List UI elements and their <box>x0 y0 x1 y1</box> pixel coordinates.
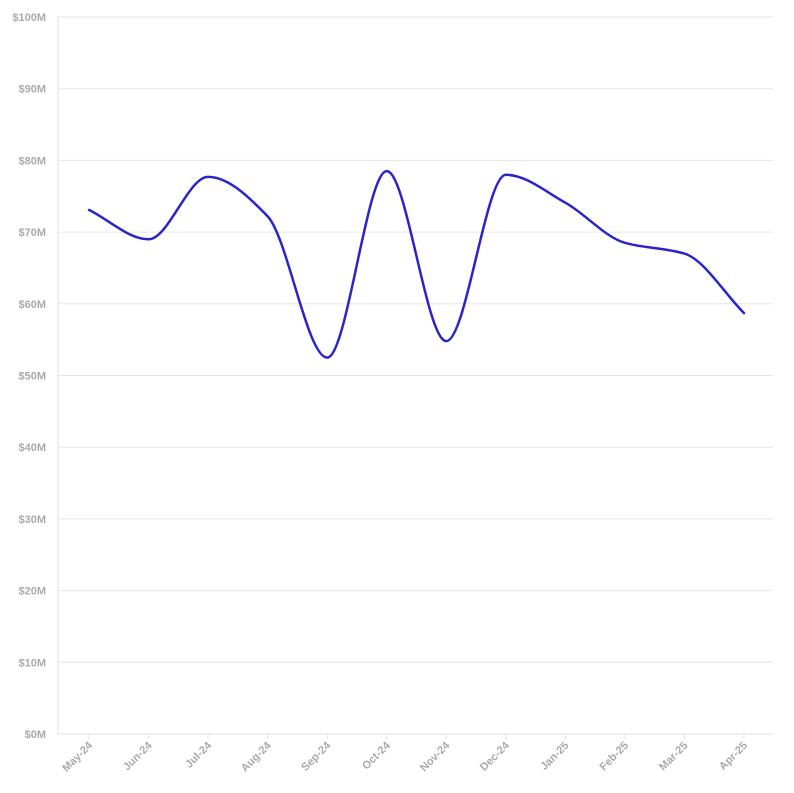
x-tick-label: May-24 <box>60 739 95 774</box>
axes <box>57 17 773 735</box>
series-lines <box>87 169 746 359</box>
x-tick-label: Oct-24 <box>360 739 393 772</box>
x-tick-label: Nov-24 <box>418 739 453 774</box>
y-tick-label: $40M <box>18 442 46 454</box>
x-axis-tick-labels: May-24 Jun-24 Jul-24 Aug-24 Sep-24 Oct-24 Nov-… <box>60 734 750 774</box>
x-tick-label: Mar-25 <box>657 740 691 774</box>
y-tick-label: $80M <box>18 155 46 167</box>
grid-lines <box>58 16 773 663</box>
x-tick-label: Sep-24 <box>299 739 334 774</box>
x-tick-label: Apr-25 <box>717 740 750 773</box>
y-tick-label: $20M <box>18 586 46 598</box>
x-tick-label: Jan-25 <box>538 740 571 773</box>
y-tick-label: $60M <box>18 299 46 311</box>
y-tick-label: $10M <box>18 657 46 669</box>
series-line <box>87 169 746 359</box>
y-tick-label: $50M <box>18 371 46 383</box>
y-tick-label: $100M <box>12 12 46 24</box>
x-tick-label: Jun-24 <box>121 739 155 773</box>
y-axis-tick-labels: $0M $10M $20M $30M $40M $50M $60M $70M $80M $90M $… <box>12 12 46 741</box>
x-tick-label: Aug-24 <box>239 739 274 774</box>
y-tick-label: $0M <box>25 729 46 741</box>
x-tick-label: Dec-24 <box>478 739 513 774</box>
y-tick-label: $70M <box>18 227 46 239</box>
x-tick-label: Jul-24 <box>183 739 215 771</box>
x-tick-label: Feb-25 <box>597 740 631 774</box>
y-tick-label: $30M <box>18 514 46 526</box>
y-tick-label: $90M <box>18 84 46 96</box>
